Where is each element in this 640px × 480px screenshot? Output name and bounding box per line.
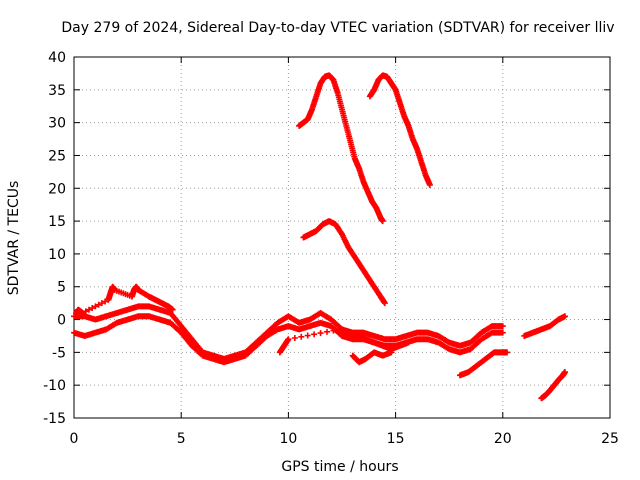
series-arc-1-upper xyxy=(296,72,386,225)
x-tick-label: 0 xyxy=(70,431,79,447)
data-point xyxy=(102,298,109,305)
series-dip-segment xyxy=(349,349,395,366)
y-tick-label: 0 xyxy=(57,313,66,329)
data-point xyxy=(82,308,89,315)
data-point xyxy=(304,332,311,339)
data-point xyxy=(317,330,324,337)
y-tick-label: -10 xyxy=(43,378,66,394)
y-tick-label: 5 xyxy=(57,280,66,296)
series-late-segment-b xyxy=(521,313,568,339)
series-early-spikes xyxy=(73,283,176,316)
data-point xyxy=(499,323,506,330)
chart-title: Day 279 of 2024, Sidereal Day-to-day VTE… xyxy=(61,20,614,36)
series-arc-2-upper xyxy=(366,72,433,188)
data-point xyxy=(381,300,388,307)
x-tick-label: 20 xyxy=(494,431,512,447)
y-tick-label: -5 xyxy=(52,345,66,361)
y-tick-label: 40 xyxy=(48,50,66,66)
series-late-segment-c xyxy=(538,369,568,402)
y-tick-label: 30 xyxy=(48,116,66,132)
data-point xyxy=(499,329,506,336)
axis-ticks: 0 5 10 15 20 25 -15 -10 -5 0 5 10 15 20 25 30 35 40 xyxy=(43,50,619,447)
data-point xyxy=(561,313,568,320)
x-tick-label: 5 xyxy=(177,431,186,447)
series-arc-1-lower xyxy=(300,218,388,307)
y-tick-label: -15 xyxy=(43,411,66,427)
data-point xyxy=(298,333,305,340)
data-point xyxy=(405,339,412,346)
series-mid-segments xyxy=(276,326,412,356)
y-tick-label: 20 xyxy=(48,181,66,197)
y-tick-label: 15 xyxy=(48,214,66,230)
y-tick-label: 10 xyxy=(48,247,66,263)
series-late-segment-a xyxy=(456,349,511,379)
x-tick-label: 15 xyxy=(387,431,405,447)
data-point xyxy=(89,305,96,312)
x-axis-label: GPS time / hours xyxy=(281,459,398,475)
data-point xyxy=(169,306,176,313)
data-point xyxy=(323,328,330,335)
data-point xyxy=(285,336,292,343)
data-point xyxy=(330,327,337,334)
plot-frame xyxy=(73,56,611,419)
data-point xyxy=(426,181,433,188)
data-point xyxy=(561,369,568,376)
data-point xyxy=(98,300,105,307)
grid xyxy=(74,57,610,418)
y-axis-label: SDTVAR / TECUs xyxy=(6,181,22,296)
data-point xyxy=(79,309,86,316)
data-point xyxy=(379,218,386,225)
y-tick-label: 25 xyxy=(48,148,66,164)
data-point xyxy=(504,349,511,356)
data-point xyxy=(311,331,318,338)
data-point xyxy=(95,301,102,308)
data-point xyxy=(86,306,93,313)
data-points xyxy=(71,72,568,402)
data-point xyxy=(92,303,99,310)
x-tick-label: 10 xyxy=(279,431,297,447)
x-tick-label: 25 xyxy=(601,431,619,447)
data-point xyxy=(291,335,298,342)
data-point xyxy=(388,349,395,356)
y-tick-label: 35 xyxy=(48,83,66,99)
